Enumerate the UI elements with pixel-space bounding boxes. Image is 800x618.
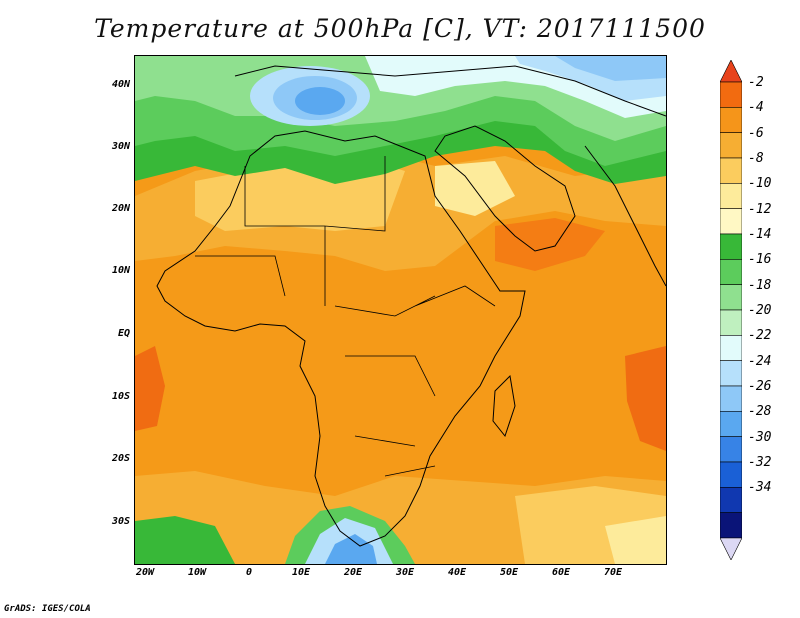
colorbar-swatch	[720, 81, 742, 108]
warm-patch-west	[135, 346, 165, 431]
colorbar-tick-label: -24	[748, 353, 772, 369]
colorbar-tick-label: -30	[748, 429, 772, 445]
colorbar-tick-label: -26	[748, 379, 772, 394]
colorbar-swatch	[720, 132, 742, 159]
colorbar-tick-label: -10	[748, 176, 772, 192]
colorbar-swatch	[720, 335, 742, 361]
colorbar-swatch	[720, 233, 742, 260]
colorbar-tick-label: -2	[748, 75, 764, 90]
colorbar-swatch	[720, 183, 742, 209]
lon-label-30e: 30E	[395, 567, 415, 578]
south-east-yellow	[605, 516, 666, 564]
lon-label-20e: 20E	[343, 567, 363, 578]
map-title: Temperature at 500hPa [C], VT: 201711150…	[94, 14, 706, 43]
country-borders	[195, 156, 496, 477]
lat-label-20n: 20N	[111, 203, 130, 214]
lon-label-20w: 20W	[135, 567, 155, 578]
colorbar-tick-label: -6	[748, 125, 764, 141]
colorbar-swatch	[720, 461, 742, 488]
colorbar-tick-label: -28	[748, 404, 772, 420]
colorbar-tick-label: -14	[748, 227, 772, 242]
colorbar-tick-label: -34	[748, 480, 772, 496]
colorbar-swatch	[720, 512, 742, 539]
warm-patch-arabian	[495, 218, 605, 271]
lat-label-20s: 20S	[111, 453, 130, 464]
colorbar-swatch	[720, 411, 742, 437]
colorbar-tick-label: -22	[748, 328, 772, 344]
colorbar-swatch	[720, 284, 742, 311]
temperature-field	[135, 56, 666, 564]
southern-trough-west	[135, 516, 235, 564]
colorbar-top-arrow	[720, 60, 742, 83]
southern-trough-core	[325, 534, 377, 564]
europe-asia-coastline	[234, 65, 666, 117]
madagascar-outline	[492, 374, 516, 438]
colorbar-swatch	[720, 436, 742, 463]
africa-coastline	[156, 130, 526, 547]
india-coastline	[584, 145, 666, 287]
colorbar-swatch	[720, 487, 742, 513]
colorbar-swatch	[720, 360, 742, 387]
colorbar-swatch	[720, 107, 742, 133]
lat-label-40n: 40N	[111, 79, 130, 90]
colorbar-tick-label: -12	[748, 201, 772, 217]
temperature-map	[134, 55, 667, 565]
colorbar-tick-label: -20	[748, 303, 772, 318]
lat-label-eq: EQ	[117, 328, 130, 339]
lon-label-0: 0	[245, 567, 253, 578]
lat-label-30s: 30S	[111, 516, 130, 527]
warm-patch-east	[625, 346, 666, 451]
colorbar-swatch	[720, 385, 742, 412]
colorbar-swatch	[720, 208, 742, 235]
colorbar-tick-label: -4	[748, 100, 764, 116]
cold-band-24	[555, 56, 666, 81]
cold-low-core	[295, 87, 345, 115]
lat-label-10n: 10N	[111, 265, 130, 276]
colorbar-swatch	[720, 309, 742, 336]
grads-credit: GrADS: IGES/COLA	[4, 604, 91, 614]
lon-label-10w: 10W	[187, 567, 207, 578]
lat-label-10s: 10S	[111, 391, 130, 402]
colorbar-swatch	[720, 259, 742, 285]
colorbar-tick-label: -18	[748, 277, 772, 293]
lon-label-10e: 10E	[291, 567, 311, 578]
arabia-coastline	[434, 125, 576, 252]
lon-label-70e: 70E	[603, 567, 623, 578]
colorbar-tick-label: -8	[748, 151, 764, 166]
colorbar-tick-label: -16	[748, 252, 772, 268]
lon-label-60e: 60E	[551, 567, 571, 578]
colorbar-bottom-arrow	[720, 537, 742, 560]
colorbar	[720, 60, 742, 560]
lon-label-40e: 40E	[447, 567, 467, 578]
colorbar-tick-label: -32	[748, 455, 772, 470]
lon-label-50e: 50E	[499, 567, 519, 578]
colorbar-swatch	[720, 157, 742, 184]
lat-label-30n: 30N	[111, 141, 130, 152]
